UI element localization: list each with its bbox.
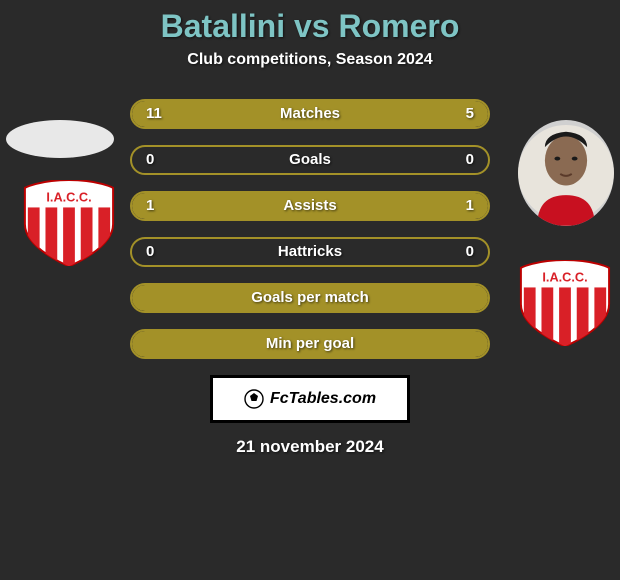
player-right-avatar	[518, 120, 614, 226]
crest-text-left: I.A.C.C.	[46, 190, 91, 205]
stat-label: Assists	[132, 193, 488, 219]
player-left-avatar	[6, 120, 114, 158]
stat-label: Matches	[132, 101, 488, 127]
comparison-card: Batallini vs Romero Club competitions, S…	[0, 0, 620, 580]
club-crest-right: I.A.C.C.	[516, 260, 614, 346]
page-title: Batallini vs Romero	[0, 8, 620, 45]
crest-text-right: I.A.C.C.	[542, 270, 587, 285]
stat-row: 115Matches	[130, 99, 490, 129]
stat-row: Min per goal	[130, 329, 490, 359]
soccer-ball-icon	[244, 389, 264, 409]
stat-row: Goals per match	[130, 283, 490, 313]
stat-row: 00Goals	[130, 145, 490, 175]
brand-badge: FcTables.com	[210, 375, 410, 423]
shield-icon: I.A.C.C.	[20, 180, 118, 266]
stat-row: 00Hattricks	[130, 237, 490, 267]
date-text: 21 november 2024	[0, 437, 620, 457]
stat-label: Hattricks	[132, 239, 488, 265]
stat-label: Goals per match	[132, 285, 488, 311]
club-crest-left: I.A.C.C.	[20, 180, 118, 266]
stats-list: 115Matches 00Goals 11Assists 00Hattricks Goa…	[130, 99, 490, 359]
stat-label: Goals	[132, 147, 488, 173]
shield-icon: I.A.C.C.	[516, 260, 614, 346]
stat-label: Min per goal	[132, 331, 488, 357]
stat-row: 11Assists	[130, 191, 490, 221]
brand-text: FcTables.com	[270, 390, 376, 408]
subtitle: Club competitions, Season 2024	[0, 51, 620, 69]
